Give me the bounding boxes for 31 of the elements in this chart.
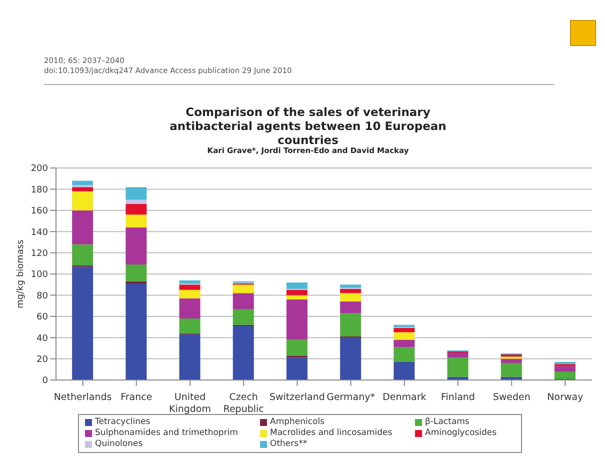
x-tick-label: United Kingdom xyxy=(168,392,212,415)
legend-label: Others** xyxy=(270,439,308,450)
y-tick-label: 20 xyxy=(36,354,48,365)
y-tick-label: 80 xyxy=(36,291,48,302)
legend-label: Macrolides and lincosamides xyxy=(270,428,392,439)
y-axis-title: mg/kg biomass xyxy=(16,239,26,308)
legend-label: Quinolones xyxy=(95,439,143,450)
legend-label: Aminoglycosides xyxy=(425,428,497,439)
x-tick-label: Switzerland xyxy=(269,392,325,403)
chart-title: Comparison of the sales of veterinary antibacterial agents between 10 European countries xyxy=(168,105,448,147)
y-tick-label: 120 xyxy=(30,248,48,259)
y-tick-label: 60 xyxy=(36,312,48,323)
x-tick-label: Sweden xyxy=(492,392,530,403)
x-tick-label: Finland xyxy=(441,392,475,403)
x-tick-label: Netherlands xyxy=(54,392,112,403)
legend-label: Amphenicols xyxy=(270,417,325,428)
y-tick-label: 0 xyxy=(42,376,48,386)
legend-label: Sulphonamides and trimethoprim xyxy=(95,428,238,439)
y-tick-label: 180 xyxy=(30,185,48,196)
x-tick-label: Norway xyxy=(547,392,584,403)
y-tick-label: 100 xyxy=(30,270,48,280)
x-tick-label: France xyxy=(120,392,152,403)
y-tick-label: 160 xyxy=(30,206,48,217)
y-tick-label: 140 xyxy=(30,228,48,238)
x-tick-label: Germany* xyxy=(326,392,376,403)
x-tick-label: Denmark xyxy=(382,392,427,403)
y-tick-label: 200 xyxy=(30,164,48,174)
legend-label: β-Lactams xyxy=(425,417,470,428)
x-tick-label: Czech Republic xyxy=(223,392,264,415)
legend-label: Tetracyclines xyxy=(95,417,150,428)
y-tick-label: 40 xyxy=(36,334,48,344)
